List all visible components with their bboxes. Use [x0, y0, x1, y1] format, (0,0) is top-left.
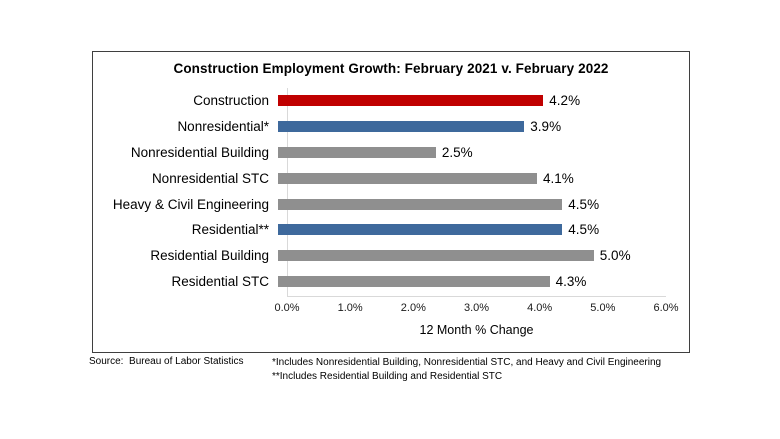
bar: [278, 95, 544, 107]
x-axis-line: [287, 296, 666, 297]
chart-frame: Construction Employment Growth: February…: [92, 51, 690, 353]
bar: [278, 146, 436, 158]
bar-value-label: 5.0%: [599, 248, 631, 264]
bar-track: 4.2%: [278, 88, 689, 114]
bar-track: 3.9%: [278, 114, 689, 140]
chart-row: Construction 4.2%: [93, 88, 689, 114]
bar-track: 2.5%: [278, 140, 689, 166]
x-tick-label: 1.0%: [337, 302, 363, 314]
chart-title: Construction Employment Growth: February…: [173, 61, 609, 76]
y-axis-line: [287, 88, 288, 296]
x-tick-label: 2.0%: [400, 302, 426, 314]
bar: [278, 198, 563, 210]
chart-rows: Construction 4.2% Nonresidential* 3.9% N…: [93, 88, 689, 294]
category-label: Residential Building: [150, 248, 269, 264]
bar-value-label: 4.3%: [555, 273, 587, 289]
category-label: Residential**: [191, 222, 269, 238]
x-tick-label: 0.0%: [274, 302, 300, 314]
bar: [278, 250, 594, 262]
category-label: Nonresidential Building: [130, 144, 269, 160]
bar-value-label: 4.5%: [568, 222, 600, 238]
footnote-residential: **Includes Residential Building and Resi…: [272, 371, 503, 382]
chart-row: Nonresidential* 3.9%: [93, 114, 689, 140]
bar-value-label: 4.1%: [543, 170, 574, 186]
bar: [278, 224, 563, 236]
x-tick-label: 4.0%: [527, 302, 553, 314]
bar-value-label: 4.2%: [549, 93, 581, 109]
x-tick-label: 6.0%: [653, 302, 679, 314]
chart-row: Heavy & Civil Engineering 4.5%: [93, 191, 689, 217]
bar-value-label: 4.5%: [568, 196, 600, 212]
category-label: Nonresidential*: [177, 119, 269, 135]
bar-track: 4.5%: [278, 191, 689, 217]
chart-row: Residential Building 5.0%: [93, 243, 689, 269]
bar-value-label: 2.5%: [441, 144, 473, 160]
footnotes: *Includes Nonresidential Building, Nonre…: [272, 356, 661, 384]
bar-track: 5.0%: [278, 243, 689, 269]
chart-row: Nonresidential Building 2.5%: [93, 140, 689, 166]
x-tick-label: 5.0%: [590, 302, 616, 314]
bar: [278, 172, 537, 184]
footnote-nonresidential: *Includes Nonresidential Building, Nonre…: [272, 357, 662, 368]
x-tick-label: 3.0%: [463, 302, 490, 314]
category-label: Nonresidential STC: [151, 170, 269, 186]
source-note: Source: Bureau of Labor Statistics: [89, 356, 244, 367]
chart-row: Nonresidential STC 4.1%: [93, 165, 689, 191]
category-label: Heavy & Civil Engineering: [112, 196, 269, 212]
category-label: Residential STC: [171, 273, 269, 289]
bar-track: 4.3%: [278, 269, 689, 295]
bar-value-label: 3.9%: [530, 119, 562, 135]
bar: [278, 275, 550, 287]
bar-track: 4.1%: [278, 165, 689, 191]
category-label: Construction: [193, 93, 269, 109]
chart-row: Residential** 4.5%: [93, 217, 689, 243]
bar-track: 4.5%: [278, 217, 689, 243]
bar: [278, 121, 525, 133]
x-axis-title: 12 Month % Change: [419, 323, 534, 337]
chart-row: Residential STC 4.3%: [93, 269, 689, 295]
